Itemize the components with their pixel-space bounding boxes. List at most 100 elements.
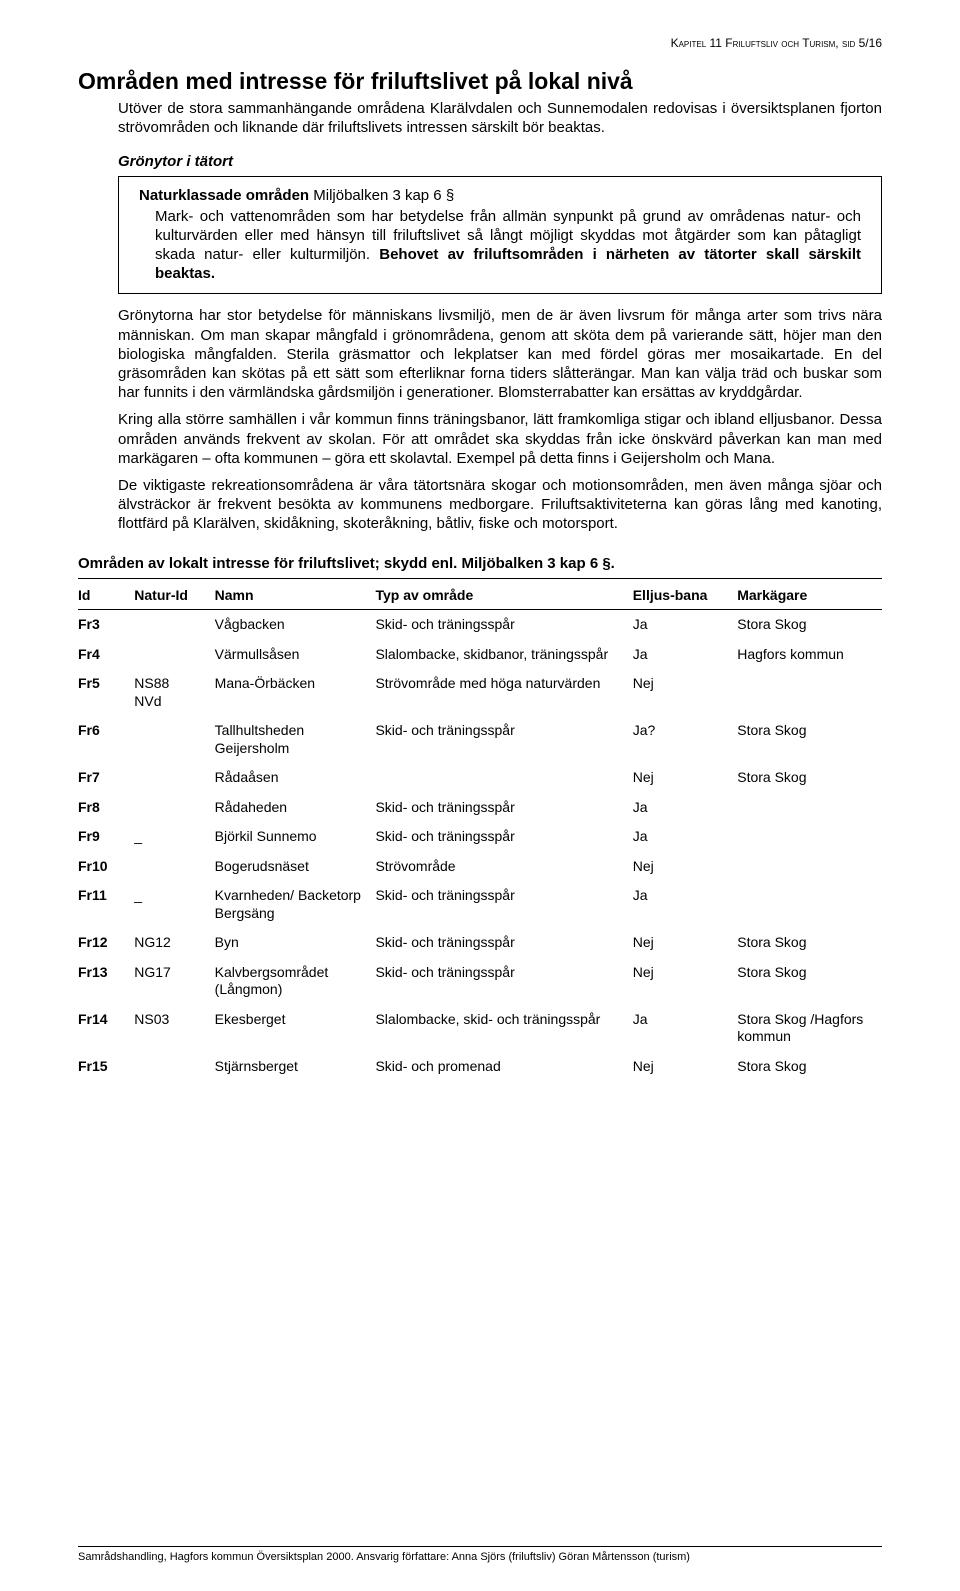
table-row: Fr14NS03EkesbergetSlalombacke, skid- och…: [78, 1005, 882, 1052]
law-box-title: Naturklassade områden Miljöbalken 3 kap …: [139, 187, 861, 204]
intro-paragraph: Utöver de stora sammanhängande områdena …: [118, 99, 882, 137]
table-row: Fr3VågbackenSkid- och träningsspårJaStor…: [78, 610, 882, 640]
table-row: Fr15 StjärnsbergetSkid- och promenadNejSt…: [78, 1052, 882, 1082]
table-cell: Björkil Sunnemo: [215, 822, 376, 852]
section-title: Områden med intresse för friluftslivet p…: [78, 68, 882, 95]
table-cell: Kalvbergsområdet (Långmon): [215, 958, 376, 1005]
table-cell: [737, 669, 882, 716]
table-row: Fr12NG12BynSkid- och träningsspårNejStor…: [78, 928, 882, 958]
table-cell: [737, 822, 882, 852]
table-cell: [134, 852, 214, 882]
table-row: Fr10BogerudsnäsetStrövområdeNej: [78, 852, 882, 882]
col-natur-id: Natur-Id: [134, 583, 214, 610]
table-cell: [134, 640, 214, 670]
table-cell: Skid- och träningsspår: [375, 822, 632, 852]
table-cell: Skid- och träningsspår: [375, 881, 632, 928]
table-cell: Kvarnheden/ Backetorp Bergsäng: [215, 881, 376, 928]
paragraph-2: Kring alla större samhällen i vår kommun…: [118, 410, 882, 468]
table-cell: Ja: [633, 1005, 738, 1052]
law-box-title-bold: Naturklassade områden: [139, 187, 309, 204]
table-cell: NG12: [134, 928, 214, 958]
law-box-title-rest: Miljöbalken 3 kap 6 §: [309, 187, 454, 204]
col-typ: Typ av område: [375, 583, 632, 610]
table-cell: NG17: [134, 958, 214, 1005]
table-header-row: Id Natur-Id Namn Typ av område Elljus-ba…: [78, 583, 882, 610]
table-cell: Fr11: [78, 881, 134, 928]
table-cell: Mana-Örbäcken: [215, 669, 376, 716]
table-cell: Nej: [633, 928, 738, 958]
table-cell: Ja: [633, 881, 738, 928]
table-cell: Skid- och träningsspår: [375, 928, 632, 958]
table-cell: Ja: [633, 793, 738, 823]
table-cell: Strövområde med höga naturvärden: [375, 669, 632, 716]
table-cell: Fr5: [78, 669, 134, 716]
table-cell: Skid- och promenad: [375, 1052, 632, 1082]
table-cell: Fr14: [78, 1005, 134, 1052]
table-row: Fr11_Kvarnheden/ Backetorp BergsängSkid-…: [78, 881, 882, 928]
table-cell: Stora Skog: [737, 716, 882, 763]
areas-table: Id Natur-Id Namn Typ av område Elljus-ba…: [78, 583, 882, 1081]
table-cell: Fr15: [78, 1052, 134, 1082]
table-row: Fr5NS88NVdMana-ÖrbäckenStrövområde med h…: [78, 669, 882, 716]
table-cell: Fr10: [78, 852, 134, 882]
table-cell: Stora Skog: [737, 1052, 882, 1082]
table-cell: Skid- och träningsspår: [375, 716, 632, 763]
table-cell: Fr12: [78, 928, 134, 958]
table-cell: Stora Skog /Hagfors kommun: [737, 1005, 882, 1052]
table-cell: Ja: [633, 640, 738, 670]
table-cell: Stjärnsberget: [215, 1052, 376, 1082]
table-cell: [737, 852, 882, 882]
page-footer: Samrådshandling, Hagfors kommun Översikt…: [78, 1546, 882, 1563]
table-cell: Ja: [633, 610, 738, 640]
table-section: Områden av lokalt intresse för friluftsl…: [78, 555, 882, 1081]
table-cell: Stora Skog: [737, 958, 882, 1005]
table-cell: Fr4: [78, 640, 134, 670]
table-row: Fr8RådahedenSkid- och träningsspårJa: [78, 793, 882, 823]
table-cell: [134, 793, 214, 823]
table-cell: Tallhultsheden Geijersholm: [215, 716, 376, 763]
table-row: Fr4 VärmullsåsenSlalombacke, skidbanor, t…: [78, 640, 882, 670]
table-cell: Fr6: [78, 716, 134, 763]
table-cell: _: [134, 822, 214, 852]
table-cell: Fr9: [78, 822, 134, 852]
table-cell: _: [134, 881, 214, 928]
table-cell: [737, 881, 882, 928]
col-id: Id: [78, 583, 134, 610]
table-cell: Ja: [633, 822, 738, 852]
table-cell: [134, 716, 214, 763]
table-cell: Nej: [633, 669, 738, 716]
table-cell: Rådaheden: [215, 793, 376, 823]
page-header: Kapitel 11 Friluftsliv och Turism, sid 5…: [78, 36, 882, 50]
table-cell: Värmullsåsen: [215, 640, 376, 670]
law-box-body: Mark- och vattenområden som har betydels…: [155, 208, 861, 283]
table-cell: Skid- och träningsspår: [375, 958, 632, 1005]
table-cell: Fr3: [78, 610, 134, 640]
table-cell: [375, 763, 632, 793]
table-cell: Nej: [633, 763, 738, 793]
table-cell: Hagfors kommun: [737, 640, 882, 670]
table-row: Fr7RådaåsenNejStora Skog: [78, 763, 882, 793]
table-cell: Ja?: [633, 716, 738, 763]
table-row: Fr13NG17Kalvbergsområdet (Långmon)Skid- …: [78, 958, 882, 1005]
paragraph-1: Grönytorna har stor betydelse för männis…: [118, 306, 882, 402]
table-cell: [134, 1052, 214, 1082]
table-cell: Strövområde: [375, 852, 632, 882]
table-cell: Nej: [633, 958, 738, 1005]
table-cell: Nej: [633, 1052, 738, 1082]
table-cell: NS03: [134, 1005, 214, 1052]
table-cell: Slalombacke, skid- och träningsspår: [375, 1005, 632, 1052]
table-cell: Bogerudsnäset: [215, 852, 376, 882]
table-cell: Stora Skog: [737, 928, 882, 958]
col-namn: Namn: [215, 583, 376, 610]
table-cell: Vågbacken: [215, 610, 376, 640]
table-cell: Byn: [215, 928, 376, 958]
table-cell: Skid- och träningsspår: [375, 793, 632, 823]
law-box: Naturklassade områden Miljöbalken 3 kap …: [118, 176, 882, 294]
paragraph-3: De viktigaste rekreationsområdena är vår…: [118, 476, 882, 534]
table-cell: Stora Skog: [737, 763, 882, 793]
table-cell: Slalombacke, skidbanor, träningsspår: [375, 640, 632, 670]
table-row: Fr9_Björkil SunnemoSkid- och träningsspå…: [78, 822, 882, 852]
table-cell: Stora Skog: [737, 610, 882, 640]
page: Kapitel 11 Friluftsliv och Turism, sid 5…: [0, 0, 960, 1591]
table-cell: [134, 763, 214, 793]
